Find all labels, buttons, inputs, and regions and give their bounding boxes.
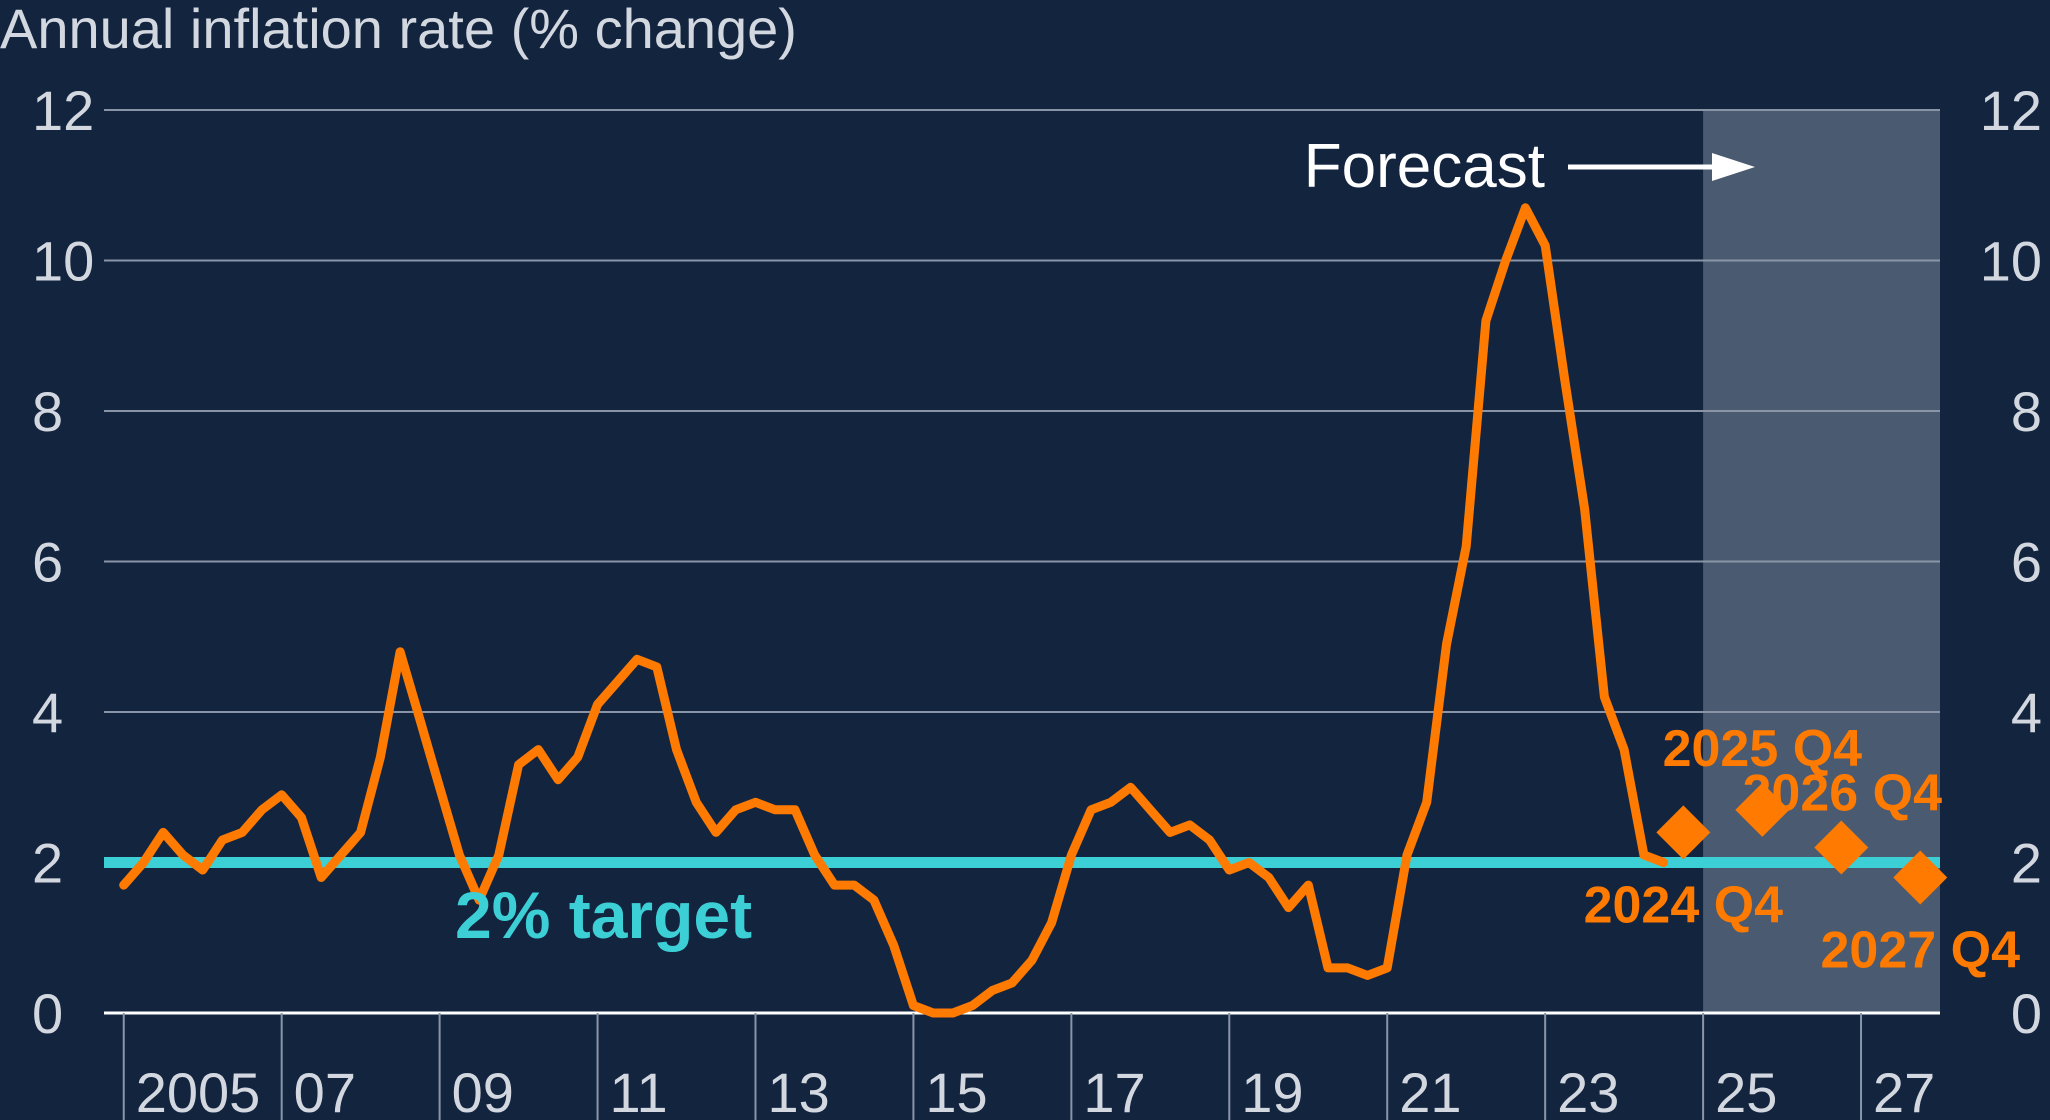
x-tick-label: 2005: [136, 1061, 261, 1120]
y-tick-label-right: 6: [2011, 531, 2042, 594]
y-tick-label-left: 10: [32, 230, 94, 293]
series-group: [119, 203, 1669, 1018]
forecast-arrow: [1568, 153, 1755, 181]
y-tick-label-left: 12: [32, 79, 94, 142]
forecast-point: [1893, 850, 1948, 905]
y-tick-label-left: 0: [32, 982, 63, 1045]
x-tick-label: 17: [1083, 1061, 1145, 1120]
x-tick-label: 19: [1241, 1061, 1303, 1120]
x-tick-label: 09: [452, 1061, 514, 1120]
y-tick-label-right: 10: [1980, 230, 2042, 293]
labels-group: Annual inflation rate (% change) Forecas…: [0, 0, 1755, 952]
y-tick-label-right: 2: [2011, 832, 2042, 895]
forecast-point: [1656, 805, 1711, 860]
forecast-point-label: 2026 Q4: [1743, 764, 1943, 822]
series-line: [119, 203, 1669, 1018]
x-tick-label: 21: [1399, 1061, 1461, 1120]
y-tick-label-right: 12: [1980, 79, 2042, 142]
chart-title: Annual inflation rate (% change): [0, 0, 797, 60]
y-tick-label-right: 0: [2011, 982, 2042, 1045]
y-tick-label-right: 8: [2011, 380, 2042, 443]
x-tick-label: 11: [610, 1061, 668, 1120]
target-label: 2% target: [455, 878, 752, 952]
y-tick-label-left: 4: [32, 681, 63, 744]
x-tick-label: 27: [1873, 1061, 1935, 1120]
y-tick-label-left: 2: [32, 832, 63, 895]
forecast-point: [1814, 820, 1869, 875]
x-tick-label: 15: [925, 1061, 987, 1120]
y-tick-label-left: 6: [32, 531, 63, 594]
forecast-label: Forecast: [1304, 132, 1545, 201]
forecast-point-label: 2024 Q4: [1584, 876, 1784, 934]
x-tick-label: 23: [1557, 1061, 1619, 1120]
y-tick-label-left: 8: [32, 380, 63, 443]
x-tick-label: 07: [294, 1061, 356, 1120]
x-tick-label: 25: [1715, 1061, 1777, 1120]
forecast-point-label: 2027 Q4: [1821, 922, 2021, 980]
forecast-point-label: 2025 Q4: [1663, 720, 1863, 778]
forecast-point: [1735, 782, 1790, 837]
y-tick-label-right: 4: [2011, 681, 2042, 744]
x-tick-label: 13: [767, 1061, 829, 1120]
axes: 0 0 2 2 4 4 6 6 8 8 10 10 12 12 2005 07 09 11 13 15 17 19 21 23…: [32, 79, 2042, 1120]
